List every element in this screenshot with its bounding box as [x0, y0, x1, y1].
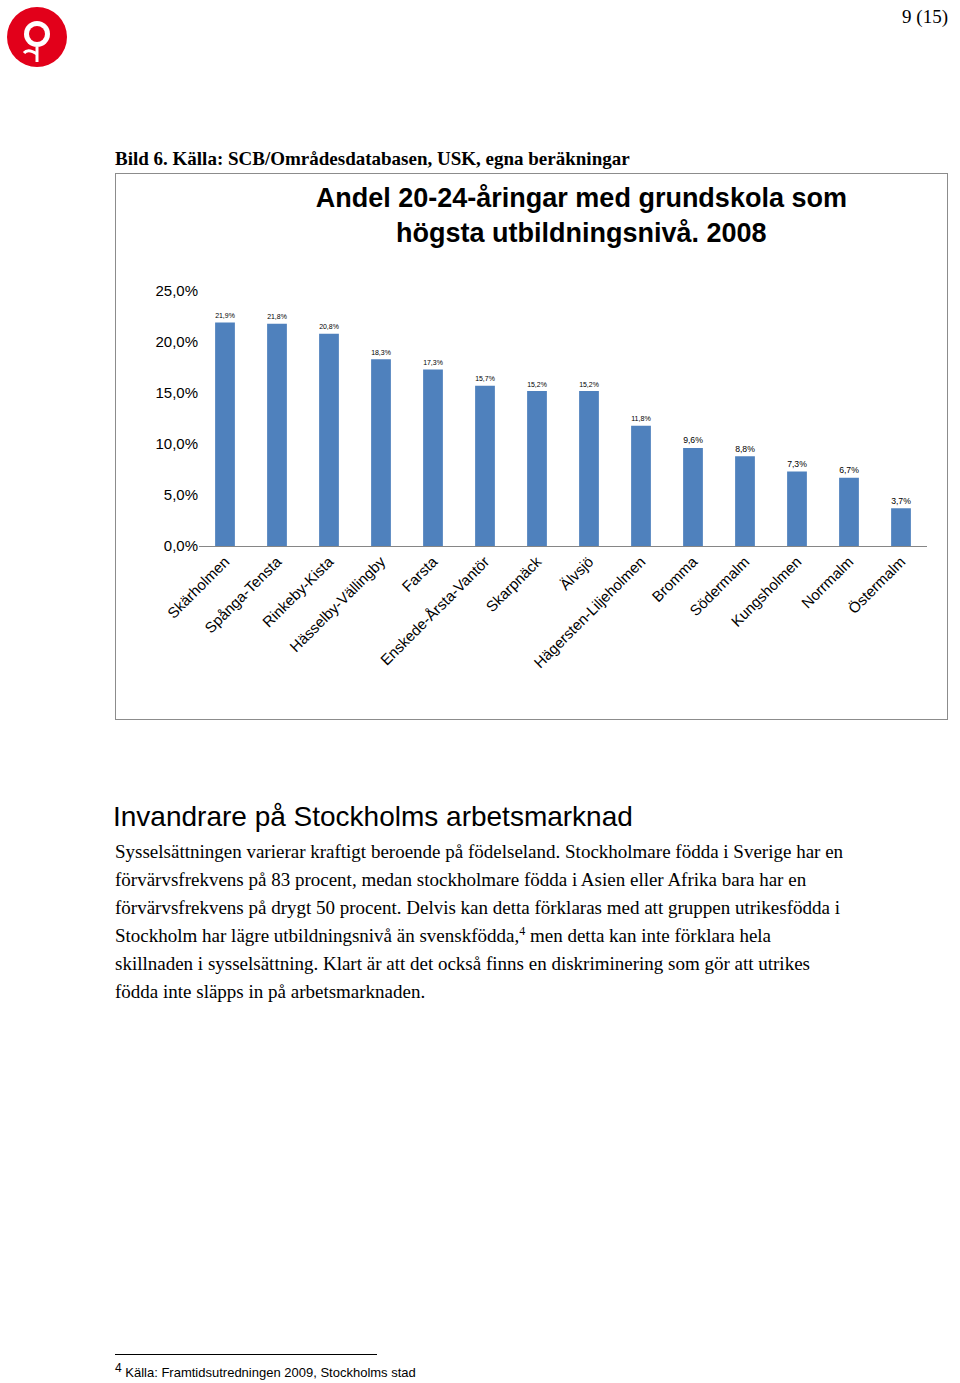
svg-text:15,7%: 15,7%: [475, 375, 495, 382]
svg-text:Andel 20-24-åringar med grunds: Andel 20-24-åringar med grundskola somhö…: [316, 183, 847, 248]
html-text:4Källa: Framtidsutredningen 20: 4Källa: Framtidsutredningen 2009, Stockh…: [115, 1360, 416, 1380]
svg-text:5,0%: 5,0%: [164, 486, 198, 503]
svg-text:6,7%: 6,7%: [839, 465, 859, 475]
svg-text:Östermalm: Östermalm: [845, 553, 909, 617]
svg-text:Enskede-Årsta-Vantör: Enskede-Årsta-Vantör: [377, 553, 493, 669]
svg-text:15,2%: 15,2%: [579, 381, 599, 388]
svg-text:3,7%: 3,7%: [891, 496, 911, 506]
svg-text:Spånga-Tensta: Spånga-Tensta: [201, 552, 285, 636]
svg-text:25,0%: 25,0%: [155, 282, 198, 299]
html-text:9 (15): 9 (15): [902, 6, 948, 27]
html-text:Sysselsättningen varierar kraf: Sysselsättningen varierar kraftigt beroe…: [115, 841, 844, 1002]
svg-text:17,3%: 17,3%: [423, 359, 443, 366]
svg-text:Hägersten-Liljeholmen: Hägersten-Liljeholmen: [530, 553, 648, 671]
svg-text:Hässelby-Vällingby: Hässelby-Vällingby: [286, 553, 389, 656]
svg-text:10,0%: 10,0%: [155, 435, 198, 452]
html-text:Bild 6. Källa: SCB/Områdesdata: Bild 6. Källa: SCB/Områdesdatabasen, USK…: [115, 148, 630, 169]
svg-text:18,3%: 18,3%: [371, 349, 391, 356]
svg-text:7,3%: 7,3%: [787, 459, 807, 469]
svg-text:Kungsholmen: Kungsholmen: [728, 553, 805, 630]
svg-text:Rinkeby-Kista: Rinkeby-Kista: [259, 552, 337, 630]
svg-text:Södermalm: Södermalm: [686, 553, 752, 619]
svg-text:15,0%: 15,0%: [155, 384, 198, 401]
svg-text:Bromma: Bromma: [648, 552, 701, 605]
svg-text:8,8%: 8,8%: [735, 444, 755, 454]
svg-text:Skärholmen: Skärholmen: [164, 553, 233, 622]
svg-text:15,2%: 15,2%: [527, 381, 547, 388]
svg-text:Älvsjö: Älvsjö: [556, 553, 596, 593]
svg-text:21,8%: 21,8%: [267, 313, 287, 320]
svg-text:11,8%: 11,8%: [631, 415, 651, 423]
svg-text:Skarpnäck: Skarpnäck: [482, 553, 544, 615]
svg-text:20,0%: 20,0%: [155, 333, 198, 350]
html-text:Invandrare på Stockholms arbet: Invandrare på Stockholms arbetsmarknad: [113, 801, 633, 832]
svg-text:0,0%: 0,0%: [164, 537, 198, 554]
svg-text:20,8%: 20,8%: [319, 323, 339, 330]
svg-text:Norrmalm: Norrmalm: [798, 553, 857, 612]
svg-text:Farsta: Farsta: [398, 552, 441, 595]
svg-text:21,9%: 21,9%: [215, 312, 235, 319]
svg-text:9,6%: 9,6%: [683, 435, 703, 445]
